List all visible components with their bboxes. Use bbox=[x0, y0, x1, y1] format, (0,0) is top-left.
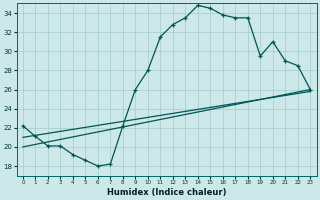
X-axis label: Humidex (Indice chaleur): Humidex (Indice chaleur) bbox=[107, 188, 226, 197]
